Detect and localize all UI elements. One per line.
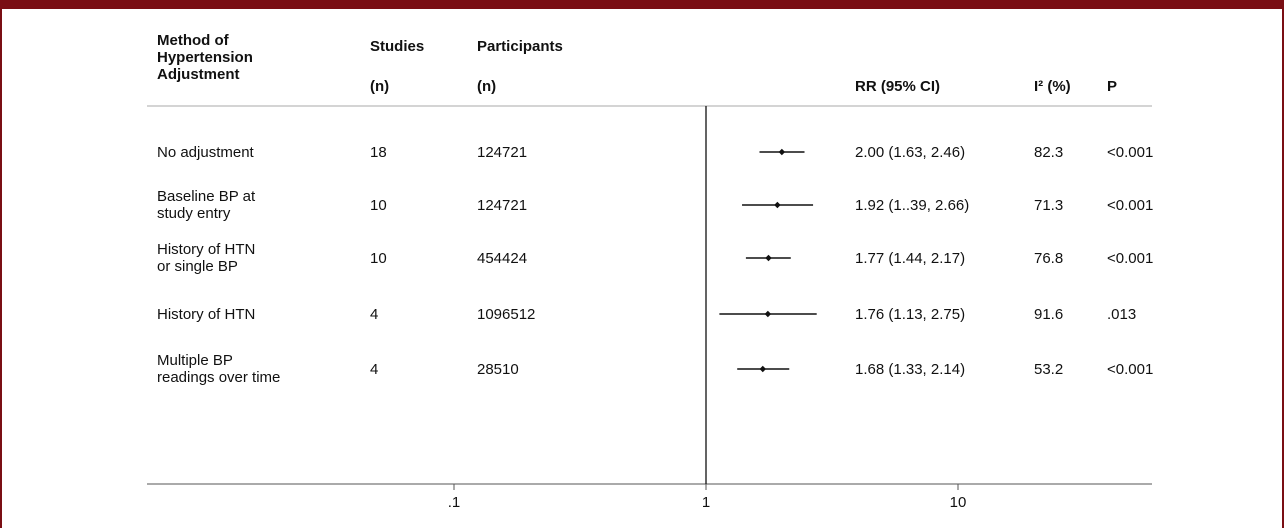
row-rr-ci-text: 1.68 (1.33, 2.14) (855, 360, 966, 378)
x-tick-label: 1 (702, 494, 710, 511)
row-p-value: <0.001 (1107, 196, 1154, 214)
row-method-label: Baseline BP at study entry (157, 188, 256, 222)
row-rr-ci-text: 2.00 (1.63, 2.46) (855, 143, 966, 161)
row-rr-ci-text: 1.76 (1.13, 2.75) (855, 305, 966, 323)
point-estimate-marker (778, 148, 786, 156)
point-estimate-marker (774, 201, 781, 209)
row-i2-value: 82.3 (1034, 143, 1064, 161)
row-participants-value: 124721 (477, 196, 528, 214)
row-method-label: History of HTN (157, 305, 256, 323)
left-frame-border (0, 9, 2, 528)
x-tick-label: .1 (448, 494, 461, 511)
header-i2: I² (%) (1034, 78, 1071, 95)
header-p: P (1107, 78, 1118, 95)
row-method-label: History of HTN or single BP (157, 241, 256, 275)
row-studies-value: 4 (370, 305, 379, 323)
row-i2-value: 91.6 (1034, 305, 1064, 323)
row-participants-value: 28510 (477, 360, 519, 378)
row-i2-value: 53.2 (1034, 360, 1064, 378)
header-rr: RR (95% CI) (855, 78, 941, 95)
row-p-value: <0.001 (1107, 360, 1154, 378)
header-participants: Participants (477, 38, 563, 55)
row-participants-value: 1096512 (477, 305, 536, 323)
row-studies-value: 18 (370, 143, 387, 161)
row-p-value: .013 (1107, 305, 1137, 323)
row-i2-value: 76.8 (1034, 249, 1064, 267)
row-method-label: Multiple BP readings over time (157, 352, 281, 386)
row-participants-value: 454424 (477, 249, 528, 267)
row-participants-value: 124721 (477, 143, 528, 161)
x-tick-label: 10 (950, 494, 967, 511)
point-estimate-marker (764, 310, 772, 318)
row-studies-value: 10 (370, 196, 387, 214)
header-studies: Studies (370, 38, 425, 55)
row-method-label: No adjustment (157, 143, 254, 161)
top-frame-bar (0, 0, 1284, 9)
row-rr-ci-text: 1.77 (1.44, 2.17) (855, 249, 966, 267)
point-estimate-marker (759, 365, 766, 373)
header-studies-unit: (n) (370, 78, 390, 95)
row-p-value: <0.001 (1107, 249, 1154, 267)
point-estimate-marker (765, 254, 772, 262)
row-studies-value: 10 (370, 249, 387, 267)
row-p-value: <0.001 (1107, 143, 1154, 161)
row-rr-ci-text: 1.92 (1..39, 2.66) (855, 196, 970, 214)
header-method: Method of Hypertension Adjustment (157, 32, 253, 83)
row-i2-value: 71.3 (1034, 196, 1064, 214)
header-participants-unit: (n) (477, 78, 497, 95)
row-studies-value: 4 (370, 360, 379, 378)
right-frame-border (1282, 9, 1284, 528)
